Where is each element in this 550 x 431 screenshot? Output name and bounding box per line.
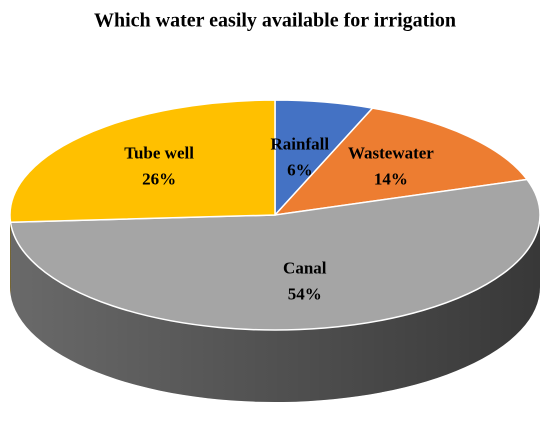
value-label: 14%	[374, 170, 408, 189]
labels: Rainfall 6% Wastewater 14% Canal 54% Tube well…	[124, 134, 434, 303]
side-shade	[10, 215, 11, 295]
slice-label: Tube well	[124, 144, 194, 163]
pie-sides	[10, 215, 541, 403]
value-label: 6%	[287, 160, 313, 179]
side-shade	[10, 215, 541, 403]
slice-label: Wastewater	[348, 144, 434, 163]
slice-label: Canal	[283, 259, 327, 278]
value-label: 54%	[288, 285, 322, 304]
slice	[9, 99, 276, 223]
slice-label: Rainfall	[271, 134, 330, 153]
slice	[9, 178, 541, 331]
pie-tops	[9, 99, 541, 331]
chart-title: Which water easily available for irrigat…	[94, 10, 456, 32]
value-label: 26%	[142, 170, 176, 189]
